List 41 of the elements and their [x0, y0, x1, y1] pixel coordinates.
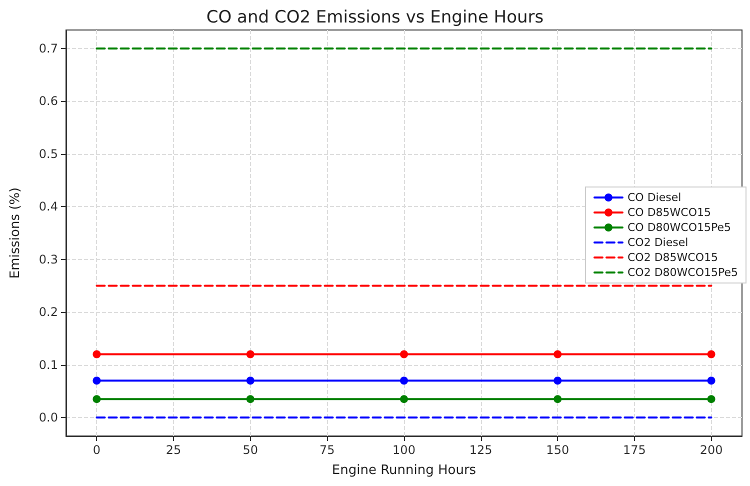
y-tick-label: 0.7	[38, 41, 58, 56]
point	[92, 395, 101, 404]
x-tick-label: 200	[700, 443, 723, 457]
legend-label: CO2 D80WCO15Pe5	[627, 266, 738, 279]
x-tick-label: 50	[242, 443, 258, 457]
y-tick-label: 0.6	[38, 94, 58, 108]
x-tick-label: 175	[623, 443, 646, 457]
point	[707, 395, 716, 404]
y-tick-label: 0.3	[38, 252, 58, 266]
point	[400, 395, 408, 404]
point	[554, 395, 562, 404]
x-tick-label: 0	[92, 443, 101, 457]
y-tick-label: 0.1	[38, 358, 58, 372]
legend-label: CO Diesel	[627, 191, 682, 204]
y-tick-label: 0.0	[38, 410, 58, 425]
y-axis-title: Emissions (%)	[8, 187, 23, 279]
legend-label: CO D80WCO15Pe5	[627, 221, 732, 234]
x-tick-label: 100	[392, 443, 416, 457]
y-tick-label: 0.5	[38, 146, 58, 161]
point	[246, 395, 254, 404]
x-axis-title: Engine Running Hours	[332, 463, 476, 478]
point	[400, 350, 408, 358]
point	[707, 376, 716, 385]
point	[554, 350, 562, 358]
y-tick-label: 0.2	[38, 305, 58, 320]
y-tick-label: 0.4	[38, 200, 58, 214]
point	[92, 350, 101, 358]
x-tick-label: 25	[166, 443, 182, 457]
point	[246, 376, 254, 385]
x-tick-label: 75	[320, 443, 335, 457]
chart-title: CO and CO2 Emissions vs Engine Hours	[206, 8, 544, 28]
legend-label: CO2 Diesel	[627, 236, 688, 249]
legend-label: CO D85WCO15	[627, 206, 711, 219]
point	[554, 376, 562, 385]
x-tick-label: 125	[469, 443, 492, 457]
point	[92, 376, 101, 385]
point	[246, 350, 254, 358]
point	[400, 376, 408, 385]
point	[707, 350, 716, 358]
legend-label: CO2 D85WCO15	[627, 251, 718, 264]
x-tick-label: 150	[546, 443, 570, 457]
